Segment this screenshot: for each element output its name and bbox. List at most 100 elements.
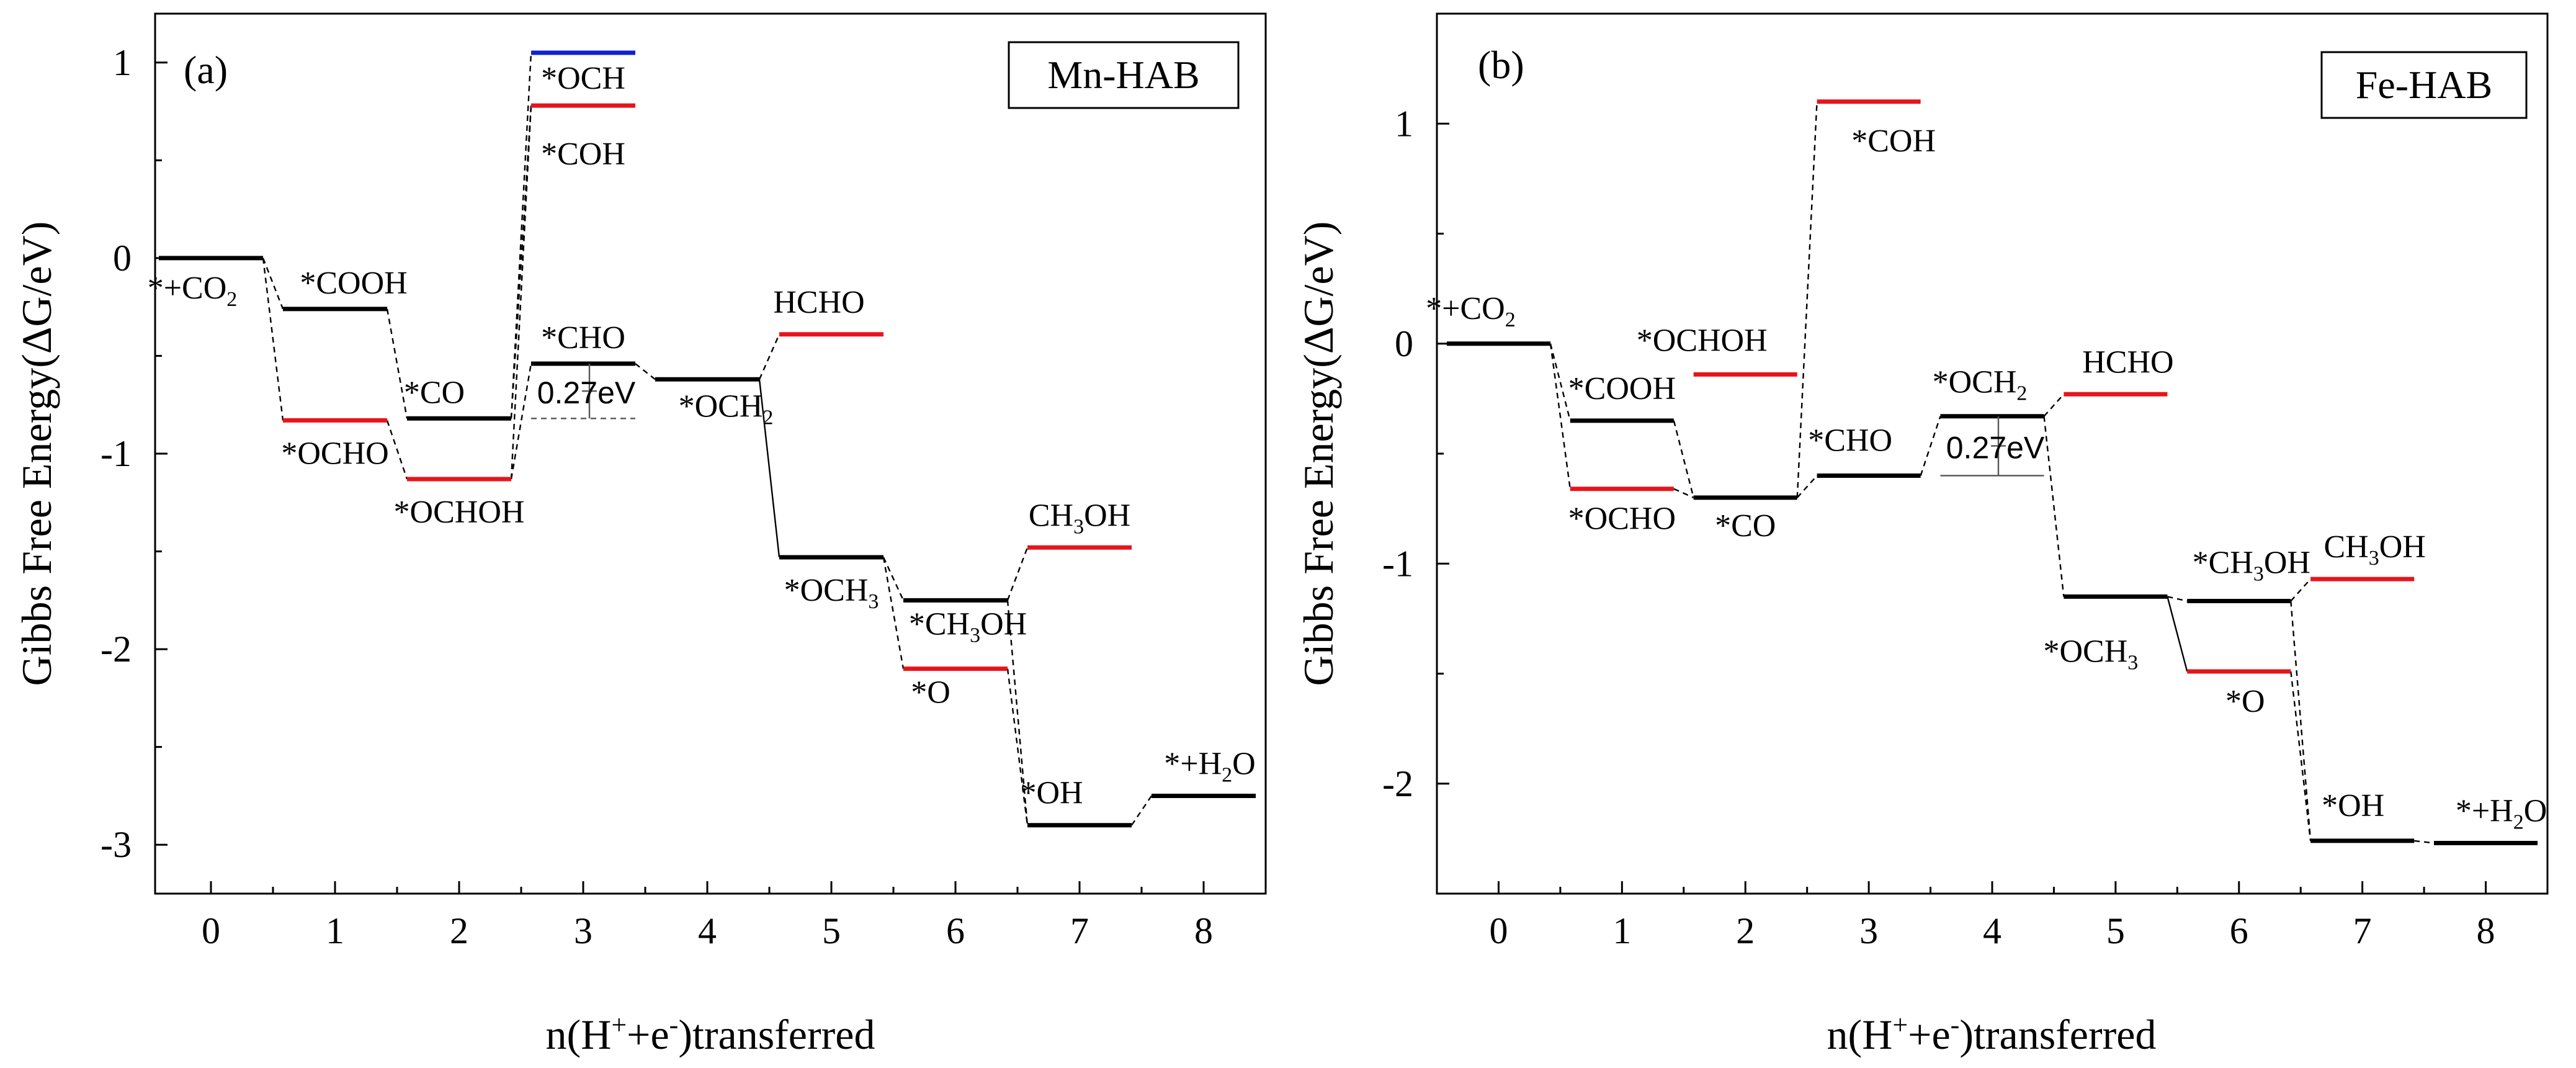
energy-levels-b [1446, 99, 2538, 845]
y-axis-ticks-b: 1 0 -1 -2 [1382, 12, 1449, 895]
state-labels-b: *+CO2 *COOH *OCHO *OCHOH *CO *COH *CHO *OCH2 HCH… [1426, 123, 2547, 834]
level-connector [510, 105, 532, 480]
level-connector [1006, 668, 1029, 825]
legend-label-a: Mn-HAB [1047, 53, 1199, 97]
state-label: *+CO2 [1426, 291, 1516, 331]
panel-label-b: (b) [1478, 43, 1524, 87]
y-axis-label-a: Gibbs Free Energy(ΔG/eV) [13, 222, 60, 686]
x-tick-label: 0 [202, 910, 220, 951]
level-connector [758, 379, 780, 558]
level-connector [1131, 795, 1152, 826]
x-tick-label: 6 [946, 910, 965, 951]
y-tick-label: -1 [1382, 543, 1413, 584]
barrier-label: 0.27eV [1946, 431, 2045, 465]
x-tick-label: 8 [1194, 910, 1213, 951]
x-tick-label: 7 [2353, 910, 2372, 951]
y-tick-label: 1 [1395, 103, 1413, 144]
state-label: *CH3OH [2193, 545, 2310, 586]
x-tick-label: 4 [698, 910, 717, 951]
x-tick-label: 4 [1983, 910, 2001, 951]
state-label: *OCHOH [1637, 323, 1768, 358]
y-tick-label: 0 [1395, 323, 1413, 364]
level-connector [1796, 475, 1818, 498]
state-label: *CH3OH [909, 606, 1027, 647]
state-label: *+H2O [1164, 746, 1255, 786]
level-connector [1673, 420, 1694, 498]
barrier-annotation-b: 0.27eV [1940, 416, 2045, 477]
level-connector [882, 557, 905, 601]
level-connector [1673, 488, 1694, 498]
level-connector [262, 258, 284, 421]
level-connector [2414, 840, 2435, 844]
state-label: *O [2225, 684, 2265, 719]
state-label: *OH [2322, 788, 2384, 823]
level-connector [386, 420, 408, 480]
state-label: *CHO [541, 320, 625, 356]
state-label: CH3OH [2323, 529, 2425, 570]
state-label: *CO [1715, 508, 1776, 544]
y-tick-label: -2 [1382, 763, 1413, 804]
connectors-a [262, 52, 1152, 826]
x-tick-label: 7 [1070, 910, 1089, 951]
state-label: *COOH [300, 266, 407, 301]
connectors-b [1549, 101, 2435, 844]
state-label: *OCH3 [2043, 634, 2138, 674]
state-label: HCHO [2082, 344, 2173, 380]
level-connector [1796, 101, 1818, 498]
x-axis-ticks-b: 0 1 2 3 4 5 6 7 8 [1489, 881, 2495, 951]
x-tick-label: 8 [2477, 910, 2495, 951]
level-connector [262, 258, 284, 310]
x-tick-label: 2 [450, 910, 468, 951]
y-tick-label: -2 [101, 629, 132, 670]
x-tick-label: 0 [1489, 910, 1508, 951]
level-connector [1006, 547, 1029, 601]
state-label: CH3OH [1029, 498, 1130, 538]
level-connector [1006, 600, 1029, 825]
legend-box-b [2320, 51, 2528, 119]
legend-box-a [1008, 41, 1240, 109]
state-label: *O [911, 675, 950, 711]
y-axis-label-b: Gibbs Free Energy(ΔG/eV) [1295, 222, 1342, 686]
level-connector [2290, 601, 2312, 841]
y-tick-label: -1 [101, 433, 132, 474]
barrier-label: 0.27eV [537, 375, 636, 410]
x-tick-label: 6 [2230, 910, 2248, 951]
state-label: *OCHO [281, 436, 388, 471]
level-connector [2167, 596, 2188, 672]
x-tick-label: 1 [326, 910, 344, 951]
state-label: *OCH [541, 61, 625, 96]
x-axis-label-a: n(H++e-)transferred [546, 1010, 875, 1059]
x-tick-label: 2 [1736, 910, 1755, 951]
level-connector [1920, 416, 1941, 476]
state-label: *+H2O [2456, 793, 2547, 833]
x-axis-label-b: n(H++e-)transferred [1827, 1010, 2157, 1059]
x-tick-label: 5 [822, 910, 841, 951]
state-label: *OH [1020, 776, 1083, 811]
state-labels-a: *+CO2 *COOH*OCHO*CO*OCHOH*OCH*COH*CHO*OCH… [148, 61, 1256, 811]
x-tick-label: 1 [1612, 910, 1631, 951]
level-connector [2290, 578, 2312, 602]
x-tick-label: 3 [574, 910, 593, 951]
state-label: *OCHOH [394, 495, 525, 530]
y-tick-label: -3 [101, 824, 132, 865]
y-tick-label: 1 [113, 42, 132, 83]
y-axis-ticks-a: 1 0 -1 -2 -3 [101, 42, 168, 865]
energy-levels-a [159, 50, 1256, 828]
level-connector [510, 105, 532, 419]
state-label: *OCH2 [1933, 365, 2028, 405]
x-tick-label: 5 [2106, 910, 2125, 951]
x-axis-ticks-a: 0 1 2 3 4 5 6 7 8 [202, 881, 1213, 951]
state-label: *CO [404, 375, 465, 410]
level-connector [2167, 596, 2188, 602]
level-connector [635, 363, 656, 380]
level-connector [1549, 343, 1571, 489]
state-label: *OCH3 [784, 573, 879, 613]
state-label: *COH [541, 137, 625, 172]
level-connector [882, 557, 905, 669]
level-connector [2290, 671, 2312, 841]
panel-label-a: (a) [184, 48, 228, 92]
state-label: *+CO2 [148, 271, 238, 311]
